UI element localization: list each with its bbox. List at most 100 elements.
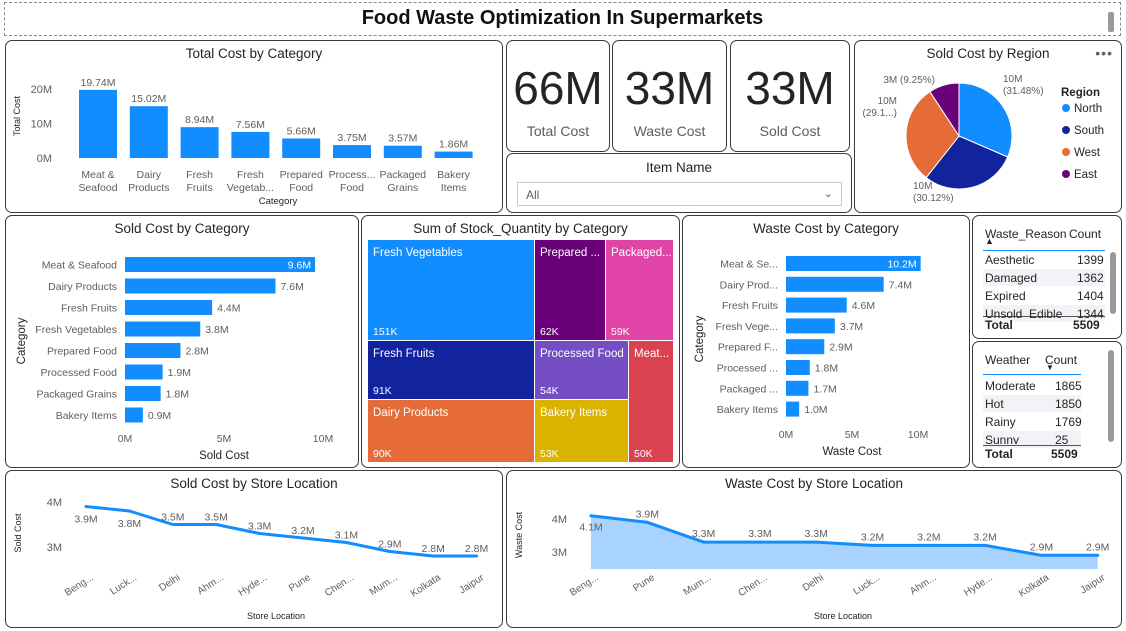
bar bbox=[125, 321, 201, 337]
table-cell-label: Sunny bbox=[985, 433, 1020, 444]
kpi-waste-cost-card: 33M Waste Cost bbox=[612, 40, 727, 152]
data-label: 4.4M bbox=[217, 303, 240, 315]
table-header-weather[interactable]: Weather bbox=[985, 353, 1031, 367]
data-label: 3.3M bbox=[692, 528, 715, 540]
x-tick-label: Dairy Products bbox=[128, 169, 169, 194]
stock-treemap-chart: Fresh Vegetables 151K Prepared ... 62K Packa… bbox=[368, 240, 673, 462]
bar bbox=[125, 257, 316, 272]
table-cell-count: 1344 bbox=[1077, 307, 1104, 318]
sort-descending-icon[interactable]: ▼ bbox=[1046, 363, 1054, 372]
data-label: 3.8M bbox=[118, 518, 141, 530]
treemap-tile bbox=[535, 240, 605, 340]
waste-cost-by-category-panel[interactable]: Waste Cost by Category Meat & Se... 10.2M… bbox=[682, 215, 970, 468]
table-cell-count: 1769 bbox=[1055, 415, 1082, 429]
data-label: 3.1M bbox=[335, 530, 358, 542]
data-label: 3.3M bbox=[248, 521, 271, 533]
row-stripe bbox=[983, 431, 1081, 448]
y-tick-label: Meat & Se... bbox=[720, 259, 778, 271]
slicer-title: Item Name bbox=[645, 160, 713, 175]
x-tick-label: Jaipur bbox=[1078, 572, 1107, 596]
x-tick-label: 10M bbox=[313, 433, 333, 445]
sold-cost-by-region-panel[interactable]: Sold Cost by Region ••• 10M (31.48%) 10M (3… bbox=[854, 40, 1122, 213]
y-tick-label: Packaged Grains bbox=[36, 389, 117, 401]
bar bbox=[786, 401, 800, 417]
weather-table[interactable]: Weather Count ▼ Total 5509 Moderate 1865 H… bbox=[972, 341, 1122, 468]
more-options-icon[interactable]: ••• bbox=[1095, 45, 1113, 61]
legend-entry: South bbox=[1074, 125, 1104, 137]
kpi-label: Total Cost bbox=[526, 123, 590, 139]
x-tick-label: Luck... bbox=[851, 572, 882, 597]
data-label: 3.2M bbox=[917, 531, 940, 543]
total-cost-by-category-panel[interactable]: Total Cost by Category 0M 10M 20M Total Cos… bbox=[5, 40, 503, 213]
y-tick-label: 4M bbox=[552, 514, 567, 526]
treemap-tile-label: Meat... bbox=[634, 348, 669, 360]
y-tick-label: Packaged ... bbox=[720, 383, 778, 395]
y-tick-label: Dairy Prod... bbox=[720, 279, 778, 291]
waste-location-area-chart: 3M 4M 4.1M Beng... 3.9M Pune 3.3M Mum... 3.3M Che… bbox=[514, 508, 1109, 621]
table-cell-count: 1362 bbox=[1077, 271, 1104, 285]
stock-quantity-treemap-panel[interactable]: Sum of Stock_Quantity by Category Fresh … bbox=[361, 215, 680, 468]
table-header-waste-reason[interactable]: Waste_Reason bbox=[985, 227, 1067, 241]
chart-title: Total Cost by Category bbox=[185, 46, 323, 61]
chevron-down-icon[interactable]: ⌄ bbox=[823, 188, 833, 200]
table-cell-count: 25 bbox=[1055, 433, 1069, 444]
y-tick-label: 3M bbox=[552, 547, 567, 559]
sold-region-pie-chart: 10M (31.48%) 10M (30.12%) 10M (29.1...) 3M (9.… bbox=[863, 74, 1105, 204]
area-fill bbox=[591, 515, 1098, 569]
treemap-tile bbox=[629, 341, 673, 462]
bar bbox=[786, 297, 847, 313]
data-label: 8.94M bbox=[185, 114, 214, 126]
sold-cost-by-category-panel[interactable]: Sold Cost by Category Meat & Seafood 9.6M… bbox=[5, 215, 359, 468]
bar bbox=[786, 380, 809, 396]
treemap-tile-label: Processed Food bbox=[540, 348, 624, 360]
table-cell-count: 1404 bbox=[1077, 289, 1104, 303]
x-tick-label: Chen... bbox=[323, 572, 356, 599]
total-divider bbox=[983, 445, 1081, 446]
sort-ascending-icon[interactable]: ▲ bbox=[985, 236, 994, 246]
y-tick-label: Prepared Food bbox=[47, 346, 117, 358]
series-line bbox=[590, 514, 1098, 557]
x-tick-label: Mum... bbox=[368, 572, 400, 598]
item-name-dropdown[interactable]: All ⌄ bbox=[517, 182, 842, 206]
bar bbox=[786, 318, 835, 334]
title-scrollbar[interactable] bbox=[1108, 12, 1114, 32]
table-cell-label: Expired bbox=[985, 289, 1026, 303]
x-tick-label: Pune bbox=[631, 572, 657, 594]
table-scrollbar[interactable] bbox=[1110, 252, 1116, 314]
x-tick-label: Chen... bbox=[736, 572, 769, 599]
y-tick-label: Processed ... bbox=[717, 363, 778, 375]
data-label: 1.9M bbox=[168, 367, 191, 379]
table-header-count[interactable]: Count bbox=[1069, 227, 1102, 241]
table-scrollbar[interactable] bbox=[1108, 350, 1114, 442]
data-point bbox=[814, 540, 818, 544]
x-axis-label: Category bbox=[259, 196, 298, 207]
item-name-slicer: Item Name All ⌄ bbox=[506, 153, 852, 213]
sold-cost-by-location-panel[interactable]: Sold Cost by Store Location 3M 4M 3.9M Beng… bbox=[5, 470, 503, 628]
pie-slice bbox=[925, 135, 1009, 190]
treemap-tile-label: Packaged... bbox=[611, 247, 672, 259]
table-header-count[interactable]: Count bbox=[1045, 353, 1078, 367]
data-label: 15.02M bbox=[131, 93, 166, 105]
data-label: 7.4M bbox=[889, 279, 912, 291]
pie-slice bbox=[958, 82, 1013, 158]
waste-reason-table[interactable]: Waste_Reason Count ▲ Total 5509 Aestheti… bbox=[972, 215, 1122, 339]
treemap-tile-label: Prepared ... bbox=[540, 247, 600, 259]
table-cell-label: Unsold_Edible bbox=[985, 307, 1063, 318]
data-label: 3.2M bbox=[291, 525, 314, 537]
waste-cost-by-location-panel[interactable]: Waste Cost by Store Location 3M 4M 4.1M Ben… bbox=[506, 470, 1122, 628]
data-label: 1.8M bbox=[815, 363, 838, 375]
data-label: 2.8M bbox=[465, 543, 488, 555]
y-tick-label: Fresh Fruits bbox=[61, 303, 117, 315]
treemap-value-label: 151K bbox=[373, 326, 398, 338]
data-label: 2.8M bbox=[185, 346, 208, 358]
bar bbox=[125, 386, 161, 401]
bar bbox=[125, 407, 143, 423]
data-label: 7.56M bbox=[236, 119, 265, 131]
treemap-value-label: 59K bbox=[611, 326, 630, 338]
x-tick-label: Process... Food bbox=[329, 169, 376, 194]
data-label: 1.86M bbox=[439, 139, 468, 151]
total-label: Total bbox=[985, 447, 1013, 461]
y-tick-label: Meat & Seafood bbox=[42, 260, 117, 272]
treemap-value-label: 62K bbox=[540, 326, 559, 338]
bar bbox=[79, 89, 117, 158]
